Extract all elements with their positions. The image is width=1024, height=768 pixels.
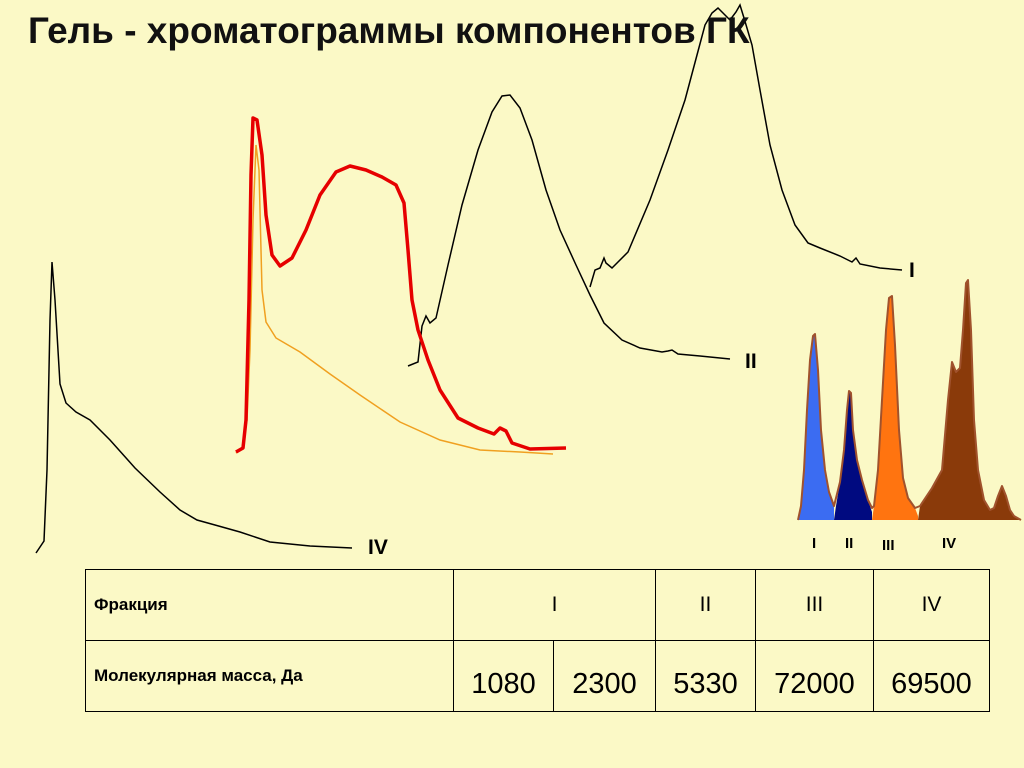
mass-value: 69500: [873, 640, 990, 712]
peak-label-I: I: [812, 535, 816, 552]
mass-value: 5330: [655, 640, 756, 712]
mass-header: Молекулярная масса, Да: [85, 640, 454, 712]
table-row-fractions: Фракция I II III IV: [85, 569, 990, 641]
peak-fill-III: [872, 296, 918, 520]
fraction-header: Фракция: [85, 569, 454, 641]
curve-label-II: II: [745, 350, 757, 373]
fraction-IV: IV: [873, 569, 990, 641]
curve-orange: [235, 144, 554, 455]
mass-value: 72000: [755, 640, 874, 712]
mass-value: 2300: [553, 640, 656, 712]
curve-red: [235, 116, 567, 454]
peak-label-III: III: [882, 537, 895, 554]
peak-fill-II: [834, 391, 872, 520]
curve-label-IV: IV: [368, 536, 388, 559]
fraction-II: II: [655, 569, 756, 641]
peak-outline: [797, 279, 1022, 521]
table-row-masses: Молекулярная масса, Да 1080 2300 5330 72…: [85, 640, 990, 712]
curve-II: [407, 94, 731, 367]
curve-IV: [35, 261, 353, 554]
peak-label-IV: IV: [942, 535, 956, 552]
fraction-III: III: [755, 569, 874, 641]
fraction-table: Фракция I II III IV Молекулярная масса, …: [85, 569, 990, 712]
curve-label-I: I: [909, 259, 915, 282]
curve-I: [589, 3, 903, 288]
fraction-I: I: [453, 569, 656, 641]
mass-value: 1080: [453, 640, 554, 712]
peak-label-II: II: [845, 535, 853, 552]
slide-title: Гель - хроматограммы компонентов ГК: [28, 10, 750, 51]
